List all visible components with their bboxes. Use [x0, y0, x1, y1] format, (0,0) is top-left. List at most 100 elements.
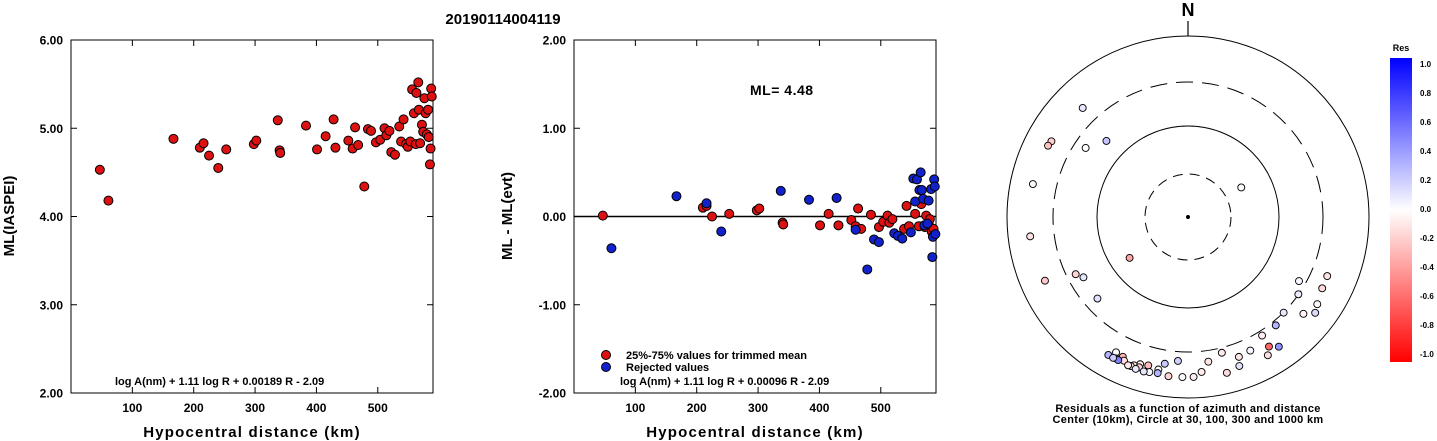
colorbar-gradient [1390, 58, 1412, 362]
station-point [1237, 183, 1246, 192]
data-point [927, 252, 938, 263]
y-tick-label: -2.00 [539, 387, 567, 401]
station-point [1299, 309, 1308, 318]
data-point [366, 125, 377, 136]
colorbar: Res 1.0 0.8 0.6 0.4 0.2 0.0 -0.2 -0.4 -0.6 -0.8 -1… [1390, 43, 1434, 362]
data-point [853, 203, 864, 214]
panel-polar-residuals: N Residuals as a function of azimuth and… [1006, 0, 1370, 426]
station-point [1131, 364, 1140, 373]
data-point [413, 77, 424, 88]
x-tick-label: 500 [368, 401, 388, 415]
data-point [775, 185, 786, 196]
data-point [701, 198, 712, 209]
data-point [384, 125, 395, 136]
north-label: N [1182, 0, 1195, 20]
station-point [1102, 136, 1111, 145]
data-point [597, 210, 608, 221]
x-tick-label: 100 [625, 401, 645, 415]
ring-100km [1096, 125, 1280, 309]
station-point [1274, 342, 1283, 351]
x-axis-label: Hypocentral distance (km) [646, 424, 864, 441]
colorbar-tick-label: -0.4 [1420, 263, 1434, 272]
station-point [1318, 284, 1327, 293]
station-point [1071, 270, 1080, 279]
data-point [823, 208, 834, 219]
colorbar-tick-label: -0.2 [1420, 234, 1434, 243]
colorbar-tick-label: 0.4 [1420, 147, 1432, 156]
data-point [929, 181, 940, 192]
legend-label-rejected: Rejected values [626, 362, 709, 374]
data-point [275, 147, 286, 158]
data-point [398, 114, 409, 125]
x-tick-label: 400 [306, 401, 326, 415]
station-point [1153, 369, 1162, 378]
station-point [1313, 300, 1322, 309]
data-point [424, 159, 435, 170]
station-point [1217, 348, 1226, 357]
axis-ticks: 100 200 300 400 500 -2.00 -1.00 0.00 1.00 2.00 [539, 34, 936, 415]
y-axis-label: ML(IASPEI) [1, 176, 18, 257]
legend-label-trimmed: 25%-75% values for trimmed mean [626, 350, 807, 362]
data-points [597, 167, 941, 275]
data-point [94, 164, 105, 175]
data-point [204, 150, 215, 161]
y-tick-label: 5.00 [40, 122, 64, 136]
y-tick-label: -1.00 [539, 298, 567, 312]
y-axis-label: ML - ML(evt) [499, 172, 516, 260]
station-point [1295, 277, 1303, 286]
station-point [1222, 368, 1231, 377]
formula-label: log A(nm) + 1.11 log R + 0.00189 R - 2.0… [115, 376, 324, 388]
data-point [411, 87, 422, 98]
station-point [1044, 141, 1052, 150]
legend-marker-trimmed [601, 350, 611, 360]
station-point [1078, 104, 1087, 112]
data-point [272, 115, 283, 126]
data-point [425, 143, 436, 154]
y-tick-label: 4.00 [40, 210, 64, 224]
data-point [778, 219, 789, 230]
station-point [1109, 353, 1118, 362]
panel-ml-vs-distance: 100 200 300 400 500 2.00 3.00 4.00 5.00 6.00 ML(I… [1, 34, 437, 441]
x-tick-label: 200 [687, 401, 707, 415]
ring-30km [1144, 173, 1232, 261]
colorbar-tick-label: 0.8 [1420, 89, 1432, 98]
station-point [1258, 331, 1267, 340]
data-point [606, 243, 617, 254]
data-point [850, 224, 861, 235]
station-point [1189, 373, 1198, 381]
station-point [1246, 346, 1255, 355]
colorbar-title: Res [1393, 43, 1410, 53]
data-point [415, 138, 426, 149]
colorbar-tick-label: 1.0 [1420, 60, 1432, 69]
page-title: 20190114004119 [445, 11, 560, 28]
data-point [312, 144, 323, 155]
data-points [1026, 104, 1332, 382]
station-point [1197, 368, 1206, 376]
station-point [1204, 357, 1213, 366]
data-point [724, 208, 735, 219]
station-point [1144, 361, 1153, 370]
data-point [930, 229, 941, 240]
data-point [221, 144, 232, 155]
x-tick-label: 100 [122, 401, 142, 415]
station-point [1125, 253, 1134, 262]
x-tick-label: 300 [245, 401, 265, 415]
data-point [300, 120, 311, 131]
station-point [1235, 362, 1244, 370]
data-point [815, 220, 826, 231]
y-tick-label: 2.00 [40, 387, 64, 401]
data-point [754, 203, 765, 214]
data-point [922, 218, 933, 229]
station-point [1124, 361, 1133, 370]
data-point [251, 135, 262, 146]
colorbar-ticks: 1.0 0.8 0.6 0.4 0.2 0.0 -0.2 -0.4 -0.6 -0.8 -1.0 [1420, 60, 1434, 359]
data-point [923, 195, 934, 206]
data-point [330, 142, 341, 153]
data-point [905, 227, 916, 238]
station-point [1323, 272, 1332, 281]
station-point [1279, 308, 1288, 317]
x-tick-label: 400 [809, 401, 829, 415]
data-points [94, 77, 437, 206]
ring-300km [1052, 81, 1324, 353]
